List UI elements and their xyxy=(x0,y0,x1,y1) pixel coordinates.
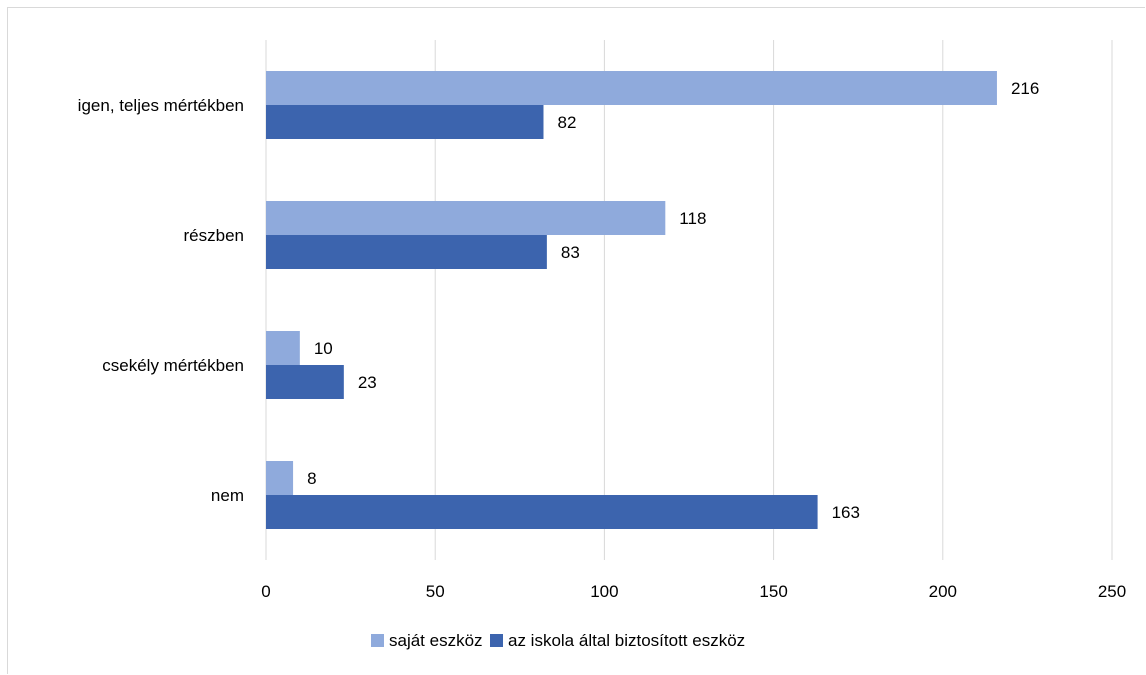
bar-value-label: 8 xyxy=(307,469,316,488)
bar-sajat-eszkoz xyxy=(266,201,666,235)
legend-swatch xyxy=(490,634,503,647)
data-labels: 216 82 118 83 10 23 8 163 xyxy=(307,79,1039,522)
x-tick-label: 100 xyxy=(590,582,618,601)
x-tick-label: 50 xyxy=(426,582,445,601)
bar-value-label: 23 xyxy=(358,373,377,392)
bar-value-label: 163 xyxy=(832,503,860,522)
bars xyxy=(266,71,997,529)
x-tick-label: 200 xyxy=(929,582,957,601)
category-label: csekély mértékben xyxy=(102,356,244,375)
bar-sajat-eszkoz xyxy=(266,461,294,495)
x-tick-label: 150 xyxy=(759,582,787,601)
bar-iskola-eszkoz xyxy=(266,365,344,399)
chart-frame xyxy=(7,7,1145,674)
category-label: részben xyxy=(184,226,244,245)
category-label: igen, teljes mértékben xyxy=(78,96,244,115)
x-tick-label: 0 xyxy=(261,582,270,601)
bar-iskola-eszkoz xyxy=(266,105,544,139)
category-label: nem xyxy=(211,486,244,505)
x-axis-ticks: 0 50 100 150 200 250 xyxy=(261,582,1126,601)
bar-iskola-eszkoz xyxy=(266,235,547,269)
bar-value-label: 216 xyxy=(1011,79,1039,98)
category-labels: igen, teljes mértékben részben csekély mér… xyxy=(78,96,244,505)
legend-swatch xyxy=(371,634,384,647)
legend-label: saját eszköz xyxy=(389,631,483,650)
bar-sajat-eszkoz xyxy=(266,71,997,105)
bar-iskola-eszkoz xyxy=(266,495,818,529)
gridlines xyxy=(265,40,1113,560)
bar-sajat-eszkoz xyxy=(266,331,300,365)
legend-label: az iskola által biztosított eszköz xyxy=(508,631,745,650)
bar-value-label: 82 xyxy=(557,113,576,132)
bar-value-label: 83 xyxy=(561,243,580,262)
x-tick-label: 250 xyxy=(1098,582,1126,601)
bar-value-label: 10 xyxy=(314,339,333,358)
legend: saját eszköz az iskola által biztosított … xyxy=(371,631,745,650)
bar-value-label: 118 xyxy=(679,209,706,228)
